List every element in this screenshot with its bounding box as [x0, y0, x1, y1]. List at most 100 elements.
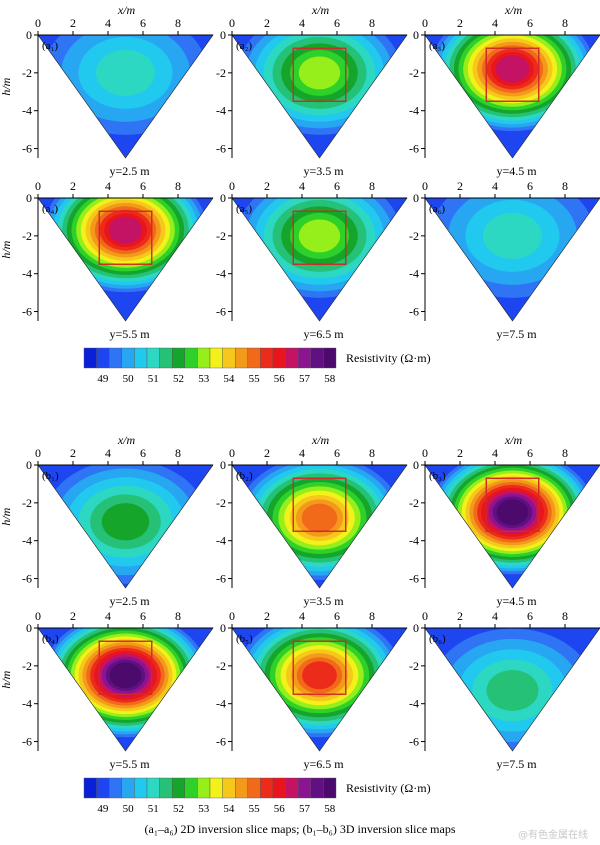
panel-a5: 0 2 4 6 8 0 -2 -4 -6 (a₅) y=6.5 m [216, 179, 408, 341]
slice-position-label: y=2.5 m [109, 594, 150, 608]
y-tick-label: -6 [22, 142, 32, 156]
x-tick-label: 6 [140, 609, 146, 623]
anomaly-box [485, 477, 540, 532]
panel-label: (a₂) [236, 40, 252, 52]
x-tick-label: 8 [175, 609, 181, 623]
y-tick-label: -4 [22, 534, 32, 548]
slice-position-label: y=5.5 m [109, 757, 150, 771]
colorbar-swatch [222, 777, 236, 799]
colorbar-swatch [109, 777, 123, 799]
panel-b1: 0 2 4 6 8 0 -2 -4 -6 (b₁) y=2.5 m x/m h/m [0, 433, 214, 608]
colorbar-swatch [272, 347, 286, 369]
contour-field [232, 198, 407, 321]
x-tick-label: 8 [175, 446, 181, 460]
x-tick-label: 0 [229, 16, 235, 30]
y-tick-label: 0 [413, 28, 419, 42]
x-tick-label: 6 [527, 16, 533, 30]
y-tick-label: -2 [409, 66, 419, 80]
colorbar-swatch [197, 777, 211, 799]
y-axis-title: h/m [0, 670, 13, 688]
x-tick-label: 2 [264, 446, 270, 460]
panel-a1: 0 2 4 6 8 0 -2 -4 -6 (a₁) y=2.5 m x/m h/m [0, 3, 214, 178]
x-tick-label: 4 [299, 446, 305, 460]
panel-b6: 0 2 4 6 8 0 -2 -4 -6 (b₆) y=7.5 m [409, 609, 600, 771]
x-tick-label: 8 [175, 179, 181, 193]
x-tick-label: 4 [105, 179, 111, 193]
colorbar-tick-label: 52 [173, 803, 184, 815]
x-tick-label: 0 [422, 446, 428, 460]
colorbar-swatch [260, 347, 274, 369]
x-tick-label: 0 [35, 179, 41, 193]
y-tick-label: -2 [216, 66, 226, 80]
y-tick-label: -4 [22, 104, 32, 118]
colorbar-tick-label: 50 [123, 373, 135, 385]
colorbar-tick-label: 55 [249, 803, 261, 815]
colorbar-swatch [310, 777, 324, 799]
contour-field [232, 465, 407, 588]
y-tick-label: 0 [26, 458, 32, 472]
colorbar-2d: 49 50 51 52 53 54 55 56 57 58 Resistivity (Ω·m) [83, 347, 431, 385]
colorbar-swatch [171, 347, 185, 369]
colorbar-tick-label: 56 [274, 803, 286, 815]
y-tick-label: -2 [409, 659, 419, 673]
colorbar-swatch [234, 347, 248, 369]
colorbar-tick-label: 51 [148, 803, 159, 815]
x-tick-label: 4 [299, 609, 305, 623]
colorbar-swatch [83, 777, 97, 799]
x-tick-label: 4 [299, 16, 305, 30]
colorbar-swatch [310, 347, 324, 369]
x-axis-title: x/m [504, 3, 523, 17]
slice-position-label: y=7.5 m [496, 757, 537, 771]
y-tick-label: -6 [216, 572, 226, 586]
panel-a4: 0 2 4 6 8 0 -2 -4 -6 (a₄) y=5.5 m h/m [0, 179, 214, 341]
colorbar-swatch [260, 777, 274, 799]
contour-level [298, 219, 341, 253]
y-tick-label: -6 [409, 572, 419, 586]
y-tick-label: -2 [216, 229, 226, 243]
y-tick-label: -6 [216, 305, 226, 319]
y-tick-label: -2 [22, 496, 32, 510]
y-tick-label: -6 [409, 305, 419, 319]
panel-label: (a₃) [429, 40, 445, 52]
colorbar-tick-label: 55 [249, 373, 261, 385]
colorbar-label: Resistivity (Ω·m) [346, 351, 431, 365]
x-tick-label: 0 [35, 16, 41, 30]
x-tick-label: 4 [492, 16, 498, 30]
panel-a6: 0 2 4 6 8 0 -2 -4 -6 (a₆) y=7.5 m [409, 179, 600, 341]
x-tick-label: 6 [140, 179, 146, 193]
x-tick-label: 6 [334, 16, 340, 30]
x-tick-label: 4 [105, 446, 111, 460]
colorbar-swatch [184, 347, 198, 369]
panel-label: (b₃) [429, 470, 446, 482]
panel-a3: 0 2 4 6 8 0 -2 -4 -6 (a₃) y=4.5 m x/m [409, 3, 600, 178]
x-tick-label: 6 [527, 446, 533, 460]
colorbar-tick-label: 49 [97, 373, 109, 385]
x-tick-label: 6 [527, 609, 533, 623]
y-tick-label: 0 [220, 621, 226, 635]
y-tick-label: -2 [22, 229, 32, 243]
contour-level [483, 212, 542, 259]
figure-caption: (a₁–a₆) 2D inversion slice maps; (b₁–b₆)… [144, 822, 456, 836]
contour-field [38, 198, 213, 321]
y-tick-label: 0 [220, 458, 226, 472]
x-tick-label: 6 [140, 16, 146, 30]
colorbar-swatch [234, 777, 248, 799]
colorbar-tick-label: 58 [324, 803, 336, 815]
x-tick-label: 2 [457, 446, 463, 460]
x-tick-label: 2 [457, 609, 463, 623]
x-tick-label: 0 [229, 609, 235, 623]
panel-b3: 0 2 4 6 8 0 -2 -4 -6 (b₃) y=4.5 m x/m [409, 433, 600, 608]
panel-b4: 0 2 4 6 8 0 -2 -4 -6 (b₄) y=5.5 m h/m [0, 609, 214, 771]
x-tick-label: 0 [422, 16, 428, 30]
x-axis-title: x/m [117, 433, 136, 447]
colorbar-swatch [323, 777, 337, 799]
colorbar-3d: 49 50 51 52 53 54 55 56 57 58 Resistivity (Ω·m) [83, 777, 431, 815]
anomaly-box [292, 210, 347, 265]
y-tick-label: 0 [26, 28, 32, 42]
panel-label: (b₂) [236, 470, 253, 482]
colorbar-tick-label: 52 [173, 373, 184, 385]
contour-field [38, 35, 213, 158]
colorbar-swatch [146, 347, 160, 369]
x-tick-label: 8 [562, 446, 568, 460]
anomaly-box [485, 47, 540, 102]
